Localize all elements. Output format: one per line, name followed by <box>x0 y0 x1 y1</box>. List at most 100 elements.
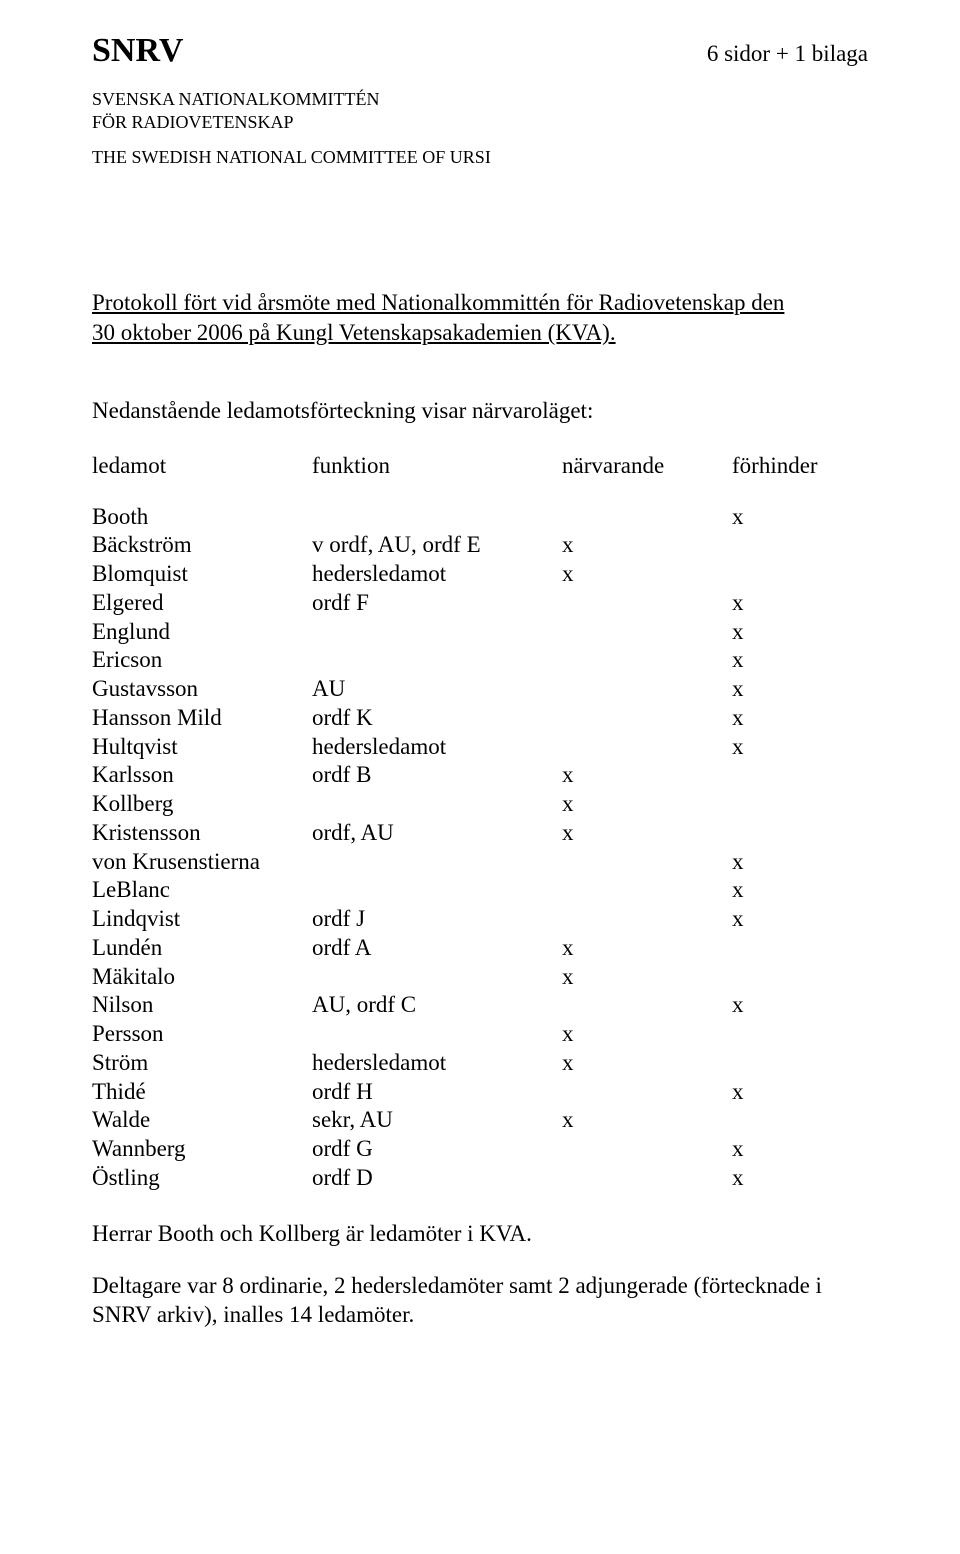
cell-name: Kollberg <box>92 790 312 819</box>
cell-func: ordf H <box>312 1078 562 1107</box>
cell-present <box>562 1078 732 1107</box>
table-row: GustavssonAUx <box>92 675 868 704</box>
org-title: SNRV <box>92 32 183 70</box>
cell-func: AU <box>312 675 562 704</box>
cell-present: x <box>562 1106 732 1135</box>
table-row: Östlingordf Dx <box>92 1164 868 1193</box>
cell-name: Englund <box>92 618 312 647</box>
cell-absent <box>732 790 868 819</box>
cell-func: ordf, AU <box>312 819 562 848</box>
cell-name: Ericson <box>92 646 312 675</box>
cell-name: Elgered <box>92 589 312 618</box>
cell-present: x <box>562 790 732 819</box>
page: SNRV 6 sidor + 1 bilaga SVENSKA NATIONAL… <box>0 0 960 1554</box>
header-present: närvarande <box>562 452 732 481</box>
table-row: von Krusenstiernax <box>92 848 868 877</box>
cell-name: Hultqvist <box>92 733 312 762</box>
cell-func: hedersledamot <box>312 1049 562 1078</box>
cell-name: Wannberg <box>92 1135 312 1164</box>
cell-func <box>312 963 562 992</box>
cell-func <box>312 790 562 819</box>
table-row: Wannbergordf Gx <box>92 1135 868 1164</box>
cell-func: hedersledamot <box>312 733 562 762</box>
table-row: Lindqvistordf Jx <box>92 905 868 934</box>
cell-absent <box>732 963 868 992</box>
attendance-table: ledamot funktion närvarande förhinder Bo… <box>92 452 868 1193</box>
cell-name: von Krusenstierna <box>92 848 312 877</box>
cell-present: x <box>562 819 732 848</box>
table-row: Karlssonordf Bx <box>92 761 868 790</box>
cell-func <box>312 1020 562 1049</box>
cell-func <box>312 876 562 905</box>
cell-func <box>312 618 562 647</box>
cell-absent: x <box>732 1078 868 1107</box>
header-func: funktion <box>312 452 562 481</box>
cell-name: Thidé <box>92 1078 312 1107</box>
cell-func <box>312 503 562 532</box>
suborg: SVENSKA NATIONALKOMMITTÉN FÖR RADIOVETEN… <box>92 88 868 133</box>
protocol-line2: 30 oktober 2006 på Kungl Vetenskapsakade… <box>92 320 616 345</box>
cell-func: ordf D <box>312 1164 562 1193</box>
table-row: Strömhedersledamotx <box>92 1049 868 1078</box>
cell-present <box>562 1164 732 1193</box>
table-row: NilsonAU, ordf Cx <box>92 991 868 1020</box>
cell-present <box>562 1135 732 1164</box>
cell-present: x <box>562 560 732 589</box>
cell-func: ordf F <box>312 589 562 618</box>
cell-func: ordf K <box>312 704 562 733</box>
cell-name: Ström <box>92 1049 312 1078</box>
cell-absent <box>732 560 868 589</box>
protocol-line1: Protokoll fört vid årsmöte med Nationalk… <box>92 290 784 315</box>
cell-func: hedersledamot <box>312 560 562 589</box>
cell-present: x <box>562 934 732 963</box>
cell-absent: x <box>732 589 868 618</box>
cell-present <box>562 876 732 905</box>
note-kva: Herrar Booth och Kollberg är ledamöter i… <box>92 1221 868 1247</box>
table-row: Ericson x <box>92 646 868 675</box>
cell-name: Booth <box>92 503 312 532</box>
cell-present <box>562 905 732 934</box>
cell-func: ordf G <box>312 1135 562 1164</box>
cell-present <box>562 589 732 618</box>
cell-absent: x <box>732 675 868 704</box>
cell-func <box>312 848 562 877</box>
cell-name: Bäckström <box>92 531 312 560</box>
cell-absent: x <box>732 991 868 1020</box>
table-row: LeBlanc x <box>92 876 868 905</box>
table-row: Kollberg x <box>92 790 868 819</box>
cell-present <box>562 704 732 733</box>
cell-absent <box>732 1049 868 1078</box>
cell-absent: x <box>732 503 868 532</box>
cell-absent: x <box>732 1164 868 1193</box>
cell-absent <box>732 1106 868 1135</box>
table-row: Kristenssonordf, AUx <box>92 819 868 848</box>
cell-absent: x <box>732 646 868 675</box>
cell-absent: x <box>732 876 868 905</box>
cell-name: Persson <box>92 1020 312 1049</box>
cell-absent <box>732 531 868 560</box>
suborg-line2: FÖR RADIOVETENSKAP <box>92 111 868 134</box>
cell-name: Lindqvist <box>92 905 312 934</box>
cell-func: ordf J <box>312 905 562 934</box>
cell-absent: x <box>732 618 868 647</box>
cell-name: Karlsson <box>92 761 312 790</box>
cell-present: x <box>562 761 732 790</box>
cell-absent <box>732 1020 868 1049</box>
page-info: 6 sidor + 1 bilaga <box>707 41 868 67</box>
cell-func: ordf A <box>312 934 562 963</box>
protocol-heading: Protokoll fört vid årsmöte med Nationalk… <box>92 288 868 348</box>
cell-present <box>562 503 732 532</box>
table-header-row: ledamot funktion närvarande förhinder <box>92 452 868 481</box>
table-row: Thidéordf H x <box>92 1078 868 1107</box>
table-row: Englund x <box>92 618 868 647</box>
cell-present: x <box>562 1020 732 1049</box>
cell-name: LeBlanc <box>92 876 312 905</box>
cell-name: Lundén <box>92 934 312 963</box>
table-row: Hansson Mildordf Kx <box>92 704 868 733</box>
cell-present <box>562 646 732 675</box>
cell-name: Walde <box>92 1106 312 1135</box>
table-row: Booth x <box>92 503 868 532</box>
intro-text: Nedanstående ledamotsförteckning visar n… <box>92 398 868 424</box>
header-absent: förhinder <box>732 452 868 481</box>
cell-absent: x <box>732 704 868 733</box>
